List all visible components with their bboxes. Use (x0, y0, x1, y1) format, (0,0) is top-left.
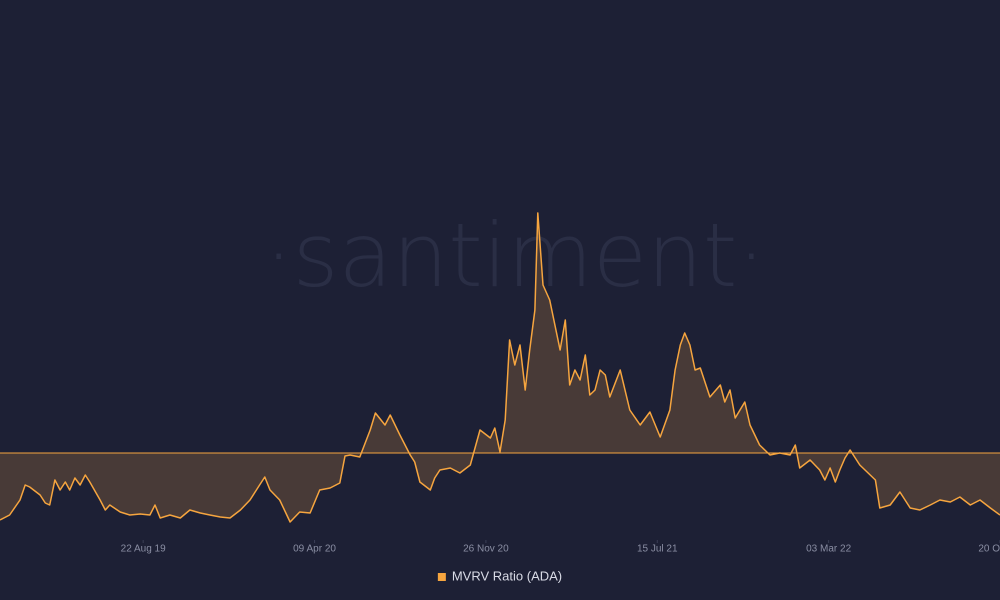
watermark: ·santiment· (265, 204, 766, 307)
legend-swatch (437, 573, 446, 581)
x-tick-label: 15 Jul 21 (637, 544, 678, 555)
x-tick-label: 09 Apr 20 (293, 544, 336, 555)
legend-label: MVRV Ratio (ADA) (452, 568, 562, 583)
x-tick-label: 26 Nov 20 (463, 544, 509, 555)
area-fill (0, 213, 1000, 522)
series-line (0, 212, 1000, 523)
x-tick-label: 03 Mar 22 (806, 544, 851, 555)
x-tick-label: 22 Aug 19 (121, 544, 166, 555)
x-tick-label: 20 Oct 22 (978, 544, 1000, 555)
